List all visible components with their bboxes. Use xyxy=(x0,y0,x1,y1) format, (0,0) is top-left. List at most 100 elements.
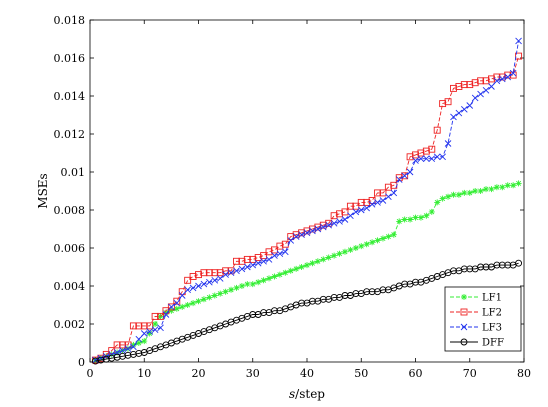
data-point-lf1 xyxy=(461,189,468,196)
data-point-lf2 xyxy=(379,189,387,197)
data-point-lf3 xyxy=(363,204,370,212)
data-point-dff xyxy=(460,265,468,273)
data-point-lf2 xyxy=(336,210,343,218)
data-point-lf1 xyxy=(423,212,430,219)
data-point-dff xyxy=(368,288,376,296)
data-point-lf2 xyxy=(471,79,479,87)
data-point-lf2 xyxy=(140,322,148,330)
data-point-lf1 xyxy=(211,292,218,299)
data-point-lf3 xyxy=(238,265,246,273)
data-point-lf1 xyxy=(130,341,137,348)
series-lf3 xyxy=(92,37,522,364)
data-point-lf3 xyxy=(423,155,430,163)
series-group xyxy=(91,37,523,365)
data-point-dff xyxy=(379,286,387,294)
data-point-lf3 xyxy=(265,256,273,263)
data-point-lf2 xyxy=(401,172,409,180)
data-point-lf3 xyxy=(395,176,403,183)
data-point-lf2 xyxy=(254,254,262,261)
data-point-lf1 xyxy=(249,281,256,288)
data-point-lf2 xyxy=(319,221,327,229)
data-point-lf3 xyxy=(488,83,495,90)
data-point-lf3 xyxy=(298,231,305,239)
data-point-lf1 xyxy=(244,281,251,288)
data-point-lf2 xyxy=(466,81,474,89)
data-point-lf1 xyxy=(287,267,294,274)
data-point-lf1 xyxy=(390,231,397,238)
data-point-lf2 xyxy=(346,202,354,210)
data-point-dff xyxy=(308,297,316,305)
data-point-lf3 xyxy=(146,328,153,335)
data-point-lf2 xyxy=(352,202,360,210)
data-point-dff xyxy=(477,263,485,271)
data-point-lf3 xyxy=(244,263,251,271)
data-point-lf1 xyxy=(510,182,517,189)
data-point-lf3 xyxy=(433,153,441,161)
data-point-lf3 xyxy=(498,75,506,83)
data-point-lf1 xyxy=(146,330,153,337)
legend-marker-lf3 xyxy=(460,323,468,331)
data-point-lf1 xyxy=(401,216,408,223)
data-point-dff xyxy=(91,357,99,365)
data-point-lf2 xyxy=(227,267,235,275)
data-point-lf1 xyxy=(396,218,403,225)
data-point-lf2 xyxy=(129,322,137,330)
x-tick-label: 30 xyxy=(246,367,260,380)
data-point-lf1 xyxy=(455,191,462,198)
data-point-dff xyxy=(412,278,419,286)
data-point-dff xyxy=(504,261,512,269)
data-point-lf1 xyxy=(298,264,305,270)
data-point-lf1 xyxy=(331,252,338,259)
data-point-lf2 xyxy=(195,271,202,279)
data-point-lf1 xyxy=(222,288,229,295)
data-point-lf1 xyxy=(369,239,376,246)
data-point-lf1 xyxy=(488,186,495,193)
data-point-lf2 xyxy=(102,350,110,358)
data-point-lf1 xyxy=(266,275,273,282)
data-point-dff xyxy=(129,350,137,358)
data-point-lf1 xyxy=(477,188,484,194)
data-point-lf3 xyxy=(352,208,360,216)
data-point-lf3 xyxy=(276,250,284,258)
data-point-lf2 xyxy=(238,257,246,265)
data-point-lf2 xyxy=(428,145,436,153)
data-point-lf1 xyxy=(152,321,159,327)
data-point-lf1 xyxy=(190,300,197,307)
x-tick-label: 20 xyxy=(192,367,206,380)
data-point-lf1 xyxy=(450,191,457,198)
data-point-dff xyxy=(108,354,116,362)
data-point-dff xyxy=(97,356,105,364)
data-point-lf1 xyxy=(206,294,213,301)
data-point-lf3 xyxy=(347,212,354,220)
data-point-lf3 xyxy=(406,168,414,176)
series-line-lf2 xyxy=(95,55,520,361)
legend-label-dff: DFF xyxy=(482,338,504,349)
data-point-lf3 xyxy=(509,69,517,77)
data-point-lf2 xyxy=(384,183,392,191)
data-point-lf3 xyxy=(444,140,452,147)
data-point-lf2 xyxy=(412,151,419,159)
y-tick-label: 0.01 xyxy=(61,166,86,179)
data-point-lf2 xyxy=(515,52,523,60)
data-point-dff xyxy=(102,355,110,363)
data-point-lf3 xyxy=(168,303,175,311)
data-point-dff xyxy=(249,311,257,318)
legend: LF1 LF2 LF3 DFF xyxy=(444,286,522,352)
data-point-lf2 xyxy=(173,297,181,305)
data-point-lf1 xyxy=(358,243,365,250)
data-point-lf1 xyxy=(282,269,289,276)
data-point-lf1 xyxy=(217,290,224,297)
y-tick-label: 0.012 xyxy=(54,128,86,141)
data-point-lf3 xyxy=(206,278,213,286)
data-point-lf3 xyxy=(428,155,436,163)
data-point-lf2 xyxy=(298,229,306,237)
y-tick-label: 0.018 xyxy=(54,14,86,27)
data-point-lf2 xyxy=(477,77,485,85)
data-point-lf3 xyxy=(189,284,197,292)
y-tick-label: 0.014 xyxy=(54,90,86,103)
data-point-lf2 xyxy=(433,126,441,134)
data-point-lf3 xyxy=(357,206,365,214)
data-point-lf1 xyxy=(434,199,441,206)
data-point-lf1 xyxy=(336,250,343,257)
